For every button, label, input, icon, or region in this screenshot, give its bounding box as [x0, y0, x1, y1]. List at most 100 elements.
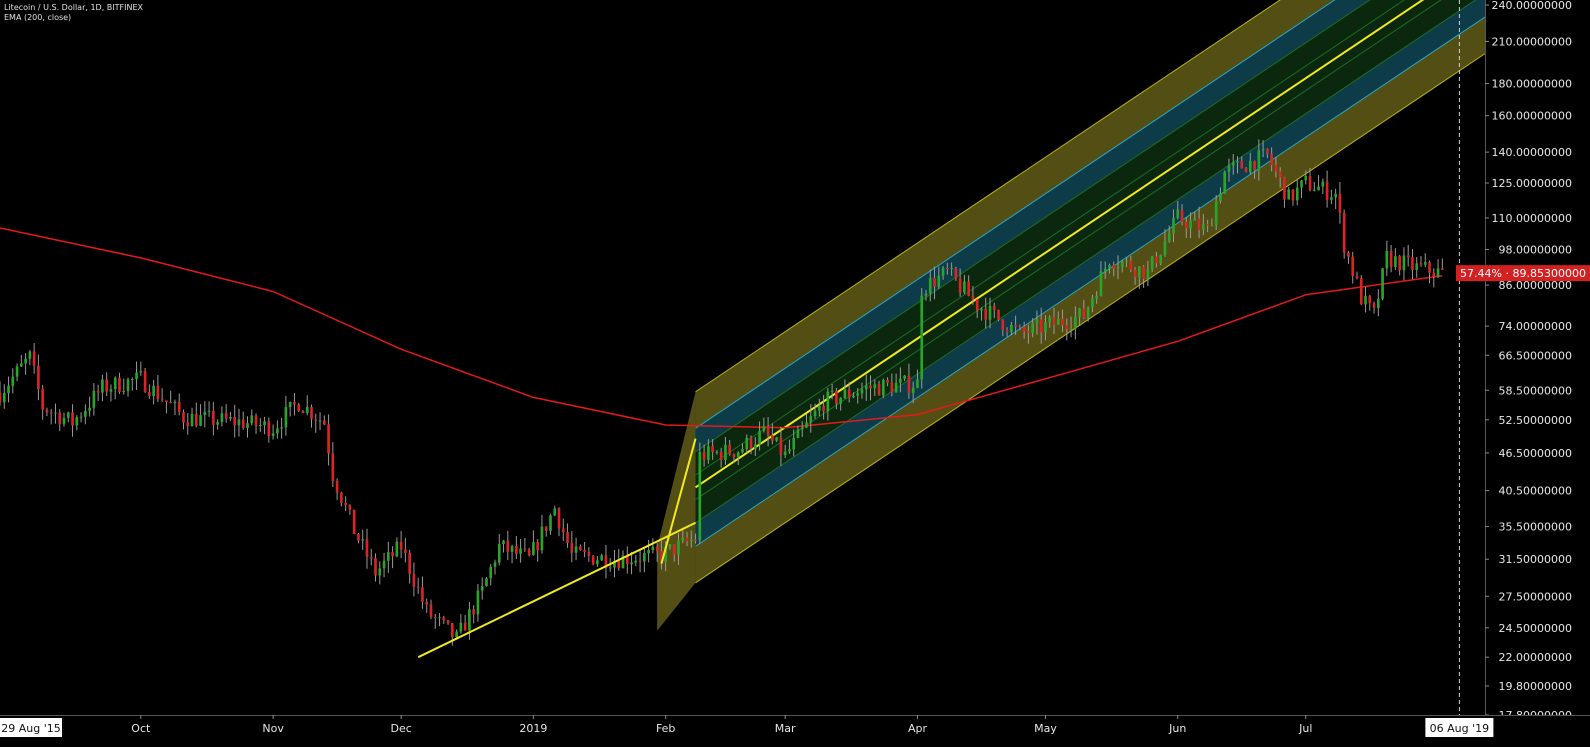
- candle-body: [1278, 171, 1282, 178]
- price-tick-label: 22.00000000: [1499, 651, 1572, 664]
- candle-body: [992, 306, 996, 310]
- candle-body: [109, 389, 113, 392]
- candle-body: [382, 560, 386, 569]
- candle-body: [1317, 186, 1320, 191]
- candle-body: [694, 539, 697, 541]
- candle-body: [847, 389, 851, 398]
- candle-body: [177, 401, 181, 413]
- candle-body: [963, 281, 966, 293]
- price-tick-label: 160.00000000: [1492, 110, 1572, 123]
- ema-200-line: [0, 227, 1443, 429]
- candle-body: [1120, 261, 1124, 268]
- candle-body: [143, 371, 147, 393]
- candle-body: [715, 451, 719, 453]
- candle-body: [515, 546, 518, 554]
- candle-body: [1411, 257, 1414, 270]
- candle-body: [1056, 318, 1060, 325]
- candle-body: [32, 351, 36, 366]
- candle-body: [783, 451, 787, 455]
- price-tick-label: 40.50000000: [1499, 485, 1572, 498]
- candle-body: [924, 293, 928, 296]
- price-tick-label: 24.50000000: [1499, 622, 1572, 635]
- candle-body: [685, 537, 689, 542]
- candle-body: [877, 384, 881, 396]
- price-tick-label: 27.50000000: [1499, 590, 1572, 603]
- candle-body: [156, 385, 160, 400]
- candle-body: [664, 546, 668, 562]
- candle-body: [395, 541, 399, 557]
- candle-body: [553, 508, 557, 516]
- candle-body: [1381, 268, 1384, 299]
- candle-body: [544, 526, 548, 531]
- candle-body: [335, 480, 339, 493]
- candle-body: [1052, 317, 1056, 325]
- candle-body: [1010, 324, 1013, 333]
- candle-body: [130, 379, 134, 381]
- candle-body: [233, 416, 237, 426]
- time-tick-label: Jun: [1168, 722, 1186, 735]
- candle-body: [429, 604, 433, 617]
- candle-body: [916, 379, 919, 389]
- pitchfork-channel: [657, 0, 1486, 631]
- candle-body: [621, 555, 625, 569]
- candle-body: [0, 392, 2, 403]
- candle-body: [698, 451, 702, 541]
- candle-body: [1266, 149, 1269, 154]
- candle-body: [1082, 308, 1086, 318]
- candle-body: [451, 623, 454, 638]
- candle-body: [1436, 268, 1440, 277]
- candle-body: [374, 558, 377, 576]
- candle-body: [79, 416, 83, 418]
- candle-body: [1270, 153, 1273, 166]
- candle-body: [399, 541, 403, 550]
- candle-body: [873, 384, 877, 389]
- candle-body: [813, 410, 817, 417]
- candle-body: [1300, 180, 1303, 188]
- candle-body: [113, 377, 117, 390]
- indicator-title: EMA (200, close): [4, 13, 72, 22]
- candle-body: [702, 451, 706, 460]
- candle-body: [425, 601, 429, 605]
- candle-body: [254, 415, 258, 426]
- candle-body: [386, 552, 390, 561]
- candle-body: [728, 444, 732, 455]
- candle-body: [843, 389, 847, 398]
- candle-body: [352, 509, 356, 535]
- candle-body: [570, 542, 574, 553]
- candle-body: [1304, 175, 1308, 181]
- candle-body: [869, 385, 872, 389]
- candle-body: [1065, 325, 1069, 329]
- candle-body: [988, 306, 992, 320]
- candle-body: [689, 539, 693, 542]
- candle-body: [1415, 263, 1419, 270]
- candle-body: [1351, 256, 1355, 276]
- candle-body: [1202, 224, 1205, 230]
- candle-body: [88, 407, 91, 411]
- candle-body: [58, 412, 62, 425]
- candle-body: [958, 278, 962, 293]
- time-tick-label: Dec: [390, 722, 411, 735]
- candle-body: [630, 562, 633, 565]
- candle-body: [135, 372, 138, 380]
- candle-body: [250, 415, 254, 424]
- candle-body: [1364, 295, 1367, 305]
- channel-band-7: [695, 17, 1485, 583]
- candle-body: [643, 553, 646, 562]
- candle-body: [830, 390, 834, 392]
- candle-body: [651, 546, 655, 550]
- candle-body: [1125, 260, 1128, 262]
- candle-body: [1394, 256, 1397, 267]
- candle-body: [1334, 193, 1337, 198]
- candle-body: [890, 382, 894, 393]
- candle-body: [647, 549, 650, 554]
- candle-body: [792, 437, 796, 450]
- candle-body: [536, 542, 539, 551]
- candle-body: [1103, 268, 1107, 272]
- candle-body: [1022, 326, 1026, 332]
- candle-body: [1112, 264, 1116, 269]
- channel-line-3: [695, 0, 1371, 453]
- candle-body: [412, 573, 416, 587]
- price-axis: 240.00000000 210.00000000 180.00000000 160.…: [1456, 0, 1590, 747]
- candle-body: [280, 427, 283, 429]
